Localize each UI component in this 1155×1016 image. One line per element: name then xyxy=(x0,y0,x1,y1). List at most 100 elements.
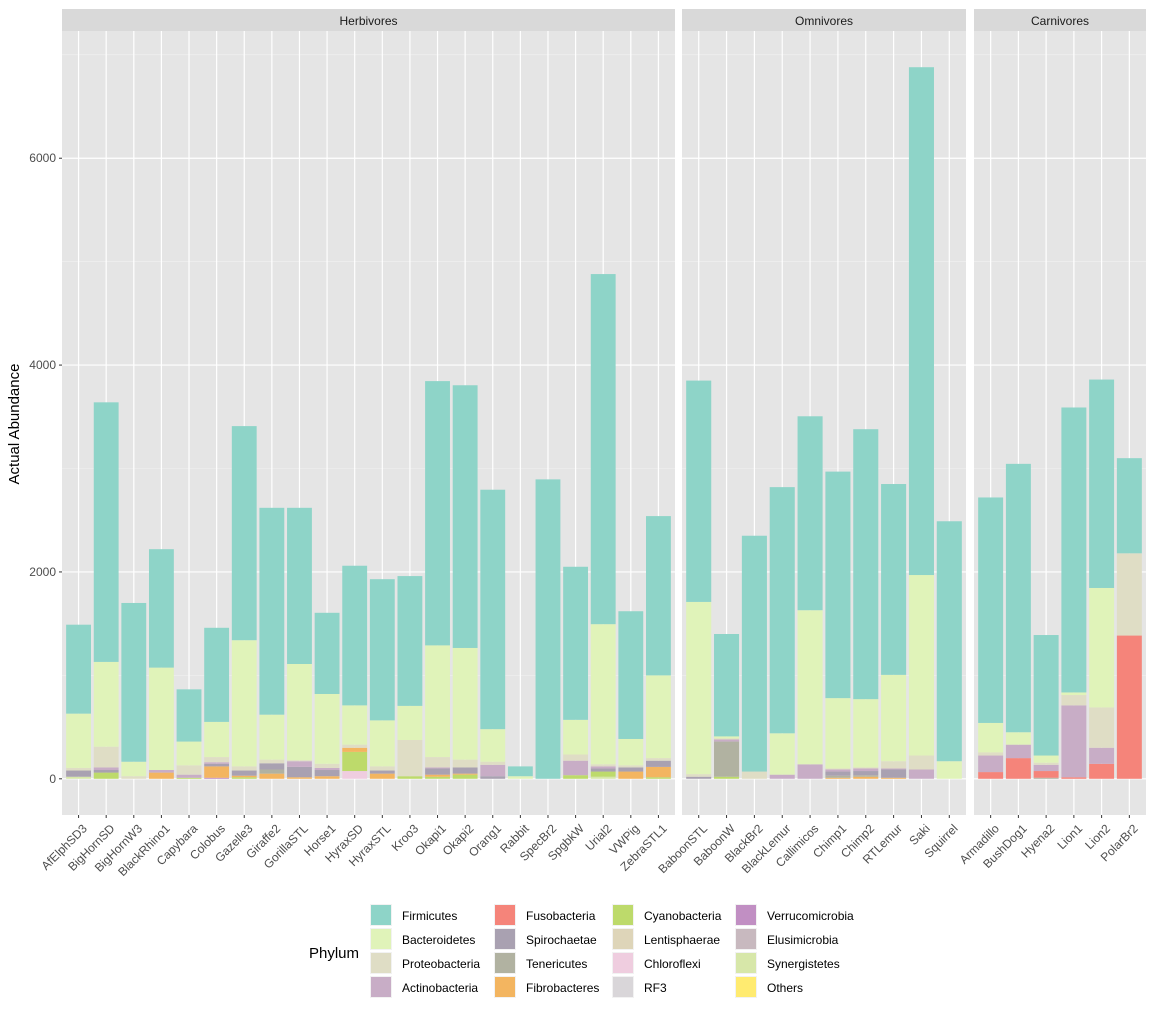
bar-segment-firmicutes xyxy=(535,479,561,779)
bar-Orang1 xyxy=(480,489,506,779)
bar-Armadillo xyxy=(978,497,1004,779)
legend-label: Lentisphaerae xyxy=(644,933,720,947)
bar-segment-bacteroidetes xyxy=(425,645,450,758)
bar-segment-bacteroidetes xyxy=(1005,732,1031,745)
bar-HyraxSTL xyxy=(369,579,395,779)
bar-segment-firmicutes xyxy=(978,497,1004,723)
bar-segment-tenericutes xyxy=(1033,777,1059,779)
bar-segment-actinobacteria xyxy=(1089,747,1115,764)
bar-segment-tenericutes xyxy=(825,775,851,778)
bar-segment-firmicutes xyxy=(452,385,478,648)
legend-swatch xyxy=(495,905,515,925)
bar-segment-fibrobacteres xyxy=(618,771,644,779)
legend-item-fusobacteria: Fusobacteria xyxy=(494,904,596,926)
legend-title: Phylum xyxy=(309,945,359,962)
bar-segment-proteobacteria xyxy=(714,738,740,740)
bar-ZebraSTL1 xyxy=(646,516,671,779)
bar-Okapi2 xyxy=(452,385,478,779)
bar-segment-actinobacteria xyxy=(853,768,879,772)
bar-segment-spirochaetae xyxy=(452,767,478,774)
bar-segment-firmicutes xyxy=(618,611,644,739)
bar-segment-bacteroidetes xyxy=(287,663,312,761)
legend-swatch xyxy=(495,953,515,973)
bar-segment-proteobacteria xyxy=(1061,695,1087,706)
bar-segment-bacteroidetes xyxy=(797,610,823,765)
bar-BigHornSD xyxy=(93,402,119,779)
bar-segment-spirochaetae xyxy=(480,776,506,779)
bar-segment-firmicutes xyxy=(259,507,285,715)
bar-segment-fibrobacteres xyxy=(204,766,230,778)
bar-Saki xyxy=(908,67,934,779)
bar-segment-actinobacteria xyxy=(797,764,823,779)
bar-segment-firmicutes xyxy=(204,627,230,722)
bar-segment-proteobacteria xyxy=(425,757,450,768)
bar-segment-firmicutes xyxy=(1089,379,1115,588)
bar-segment-bacteroidetes xyxy=(369,720,395,767)
bar-segment-firmicutes xyxy=(507,766,533,777)
legend-swatch xyxy=(613,905,633,925)
bar-segment-bacteroidetes xyxy=(148,667,174,771)
x-tick-label: Lion1 xyxy=(1055,821,1086,852)
legend-label: Cyanobacteria xyxy=(644,909,722,923)
bar-segment-chloroflexi xyxy=(342,771,368,779)
bar-segment-firmicutes xyxy=(714,633,740,737)
bar-segment-actinobacteria xyxy=(1005,744,1031,759)
bar-segment-tenericutes xyxy=(853,775,879,777)
bar-segment-fusobacteria xyxy=(1005,758,1031,779)
bar-segment-spirochaetae xyxy=(259,763,285,770)
legend-label: Bacteroidetes xyxy=(402,933,475,947)
bar-segment-fibrobacteres xyxy=(853,776,879,779)
bar-segment-bacteroidetes xyxy=(978,722,1004,753)
bar-segment-actinobacteria xyxy=(480,764,506,777)
bar-segment-proteobacteria xyxy=(66,767,91,771)
bar-segment-actinobacteria xyxy=(287,761,312,767)
bar-segment-cyanobacteria xyxy=(714,776,740,779)
bar-segment-fusobacteria xyxy=(1089,763,1115,779)
bar-segment-actinobacteria xyxy=(590,766,616,769)
bar-AfElphSD3 xyxy=(66,624,91,779)
bar-segment-fusobacteria xyxy=(1033,771,1059,778)
bar-segment-actinobacteria xyxy=(769,774,795,779)
legend-swatch xyxy=(371,953,391,973)
bar-BaboonW xyxy=(714,633,740,779)
bar-Lion1 xyxy=(1061,407,1087,779)
bar-segment-fibrobacteres xyxy=(369,773,395,779)
bar-segment-cyanobacteria xyxy=(176,777,202,779)
bar-segment-firmicutes xyxy=(769,487,795,734)
bar-BlackBr2 xyxy=(741,535,767,779)
bar-segment-fibrobacteres xyxy=(287,777,312,779)
bar-segment-firmicutes xyxy=(148,549,174,668)
bar-segment-bacteroidetes xyxy=(908,575,934,756)
bar-segment-spirochaetae xyxy=(369,770,395,774)
bar-segment-actinobacteria xyxy=(314,767,340,771)
bar-segment-firmicutes xyxy=(93,402,119,662)
legend-item-cyanobacteria: Cyanobacteria xyxy=(612,904,722,926)
bar-segment-proteobacteria xyxy=(908,755,934,770)
bar-segment-proteobacteria xyxy=(881,761,907,769)
bar-segment-proteobacteria xyxy=(590,764,616,767)
bar-segment-cyanobacteria xyxy=(452,774,478,779)
legend: Phylum Firmicutes Bacteroidetes Proteobact… xyxy=(309,904,854,998)
bar-Rabbit xyxy=(507,766,533,779)
bar-segment-actinobacteria xyxy=(204,762,230,764)
bar-Squirrel xyxy=(936,521,962,779)
bar-segment-proteobacteria xyxy=(853,767,879,769)
bar-segment-proteobacteria xyxy=(563,754,589,761)
bar-segment-proteobacteria xyxy=(978,752,1004,756)
bar-segment-proteobacteria xyxy=(231,766,257,771)
bar-segment-proteobacteria xyxy=(741,771,767,779)
bar-BlackRhino1 xyxy=(148,549,174,779)
bar-segment-cyanobacteria xyxy=(646,777,671,779)
bar-Chimp2 xyxy=(853,429,879,779)
bar-segment-spirochaetae xyxy=(93,770,119,773)
bar-segment-spirochaetae xyxy=(287,766,312,778)
bar-segment-firmicutes xyxy=(342,565,368,706)
legend-item-tenericutes: Tenericutes xyxy=(494,952,587,974)
bar-BlackLemur xyxy=(769,487,795,779)
bar-BaboonSTL xyxy=(686,380,712,779)
bar-segment-bacteroidetes xyxy=(1089,587,1115,708)
bar-segment-firmicutes xyxy=(66,624,91,714)
legend-label: Firmicutes xyxy=(402,909,457,923)
facet-panel-carnivores: CarnivoresArmadilloBushDog1Hyena2Lion1Li… xyxy=(957,9,1146,871)
